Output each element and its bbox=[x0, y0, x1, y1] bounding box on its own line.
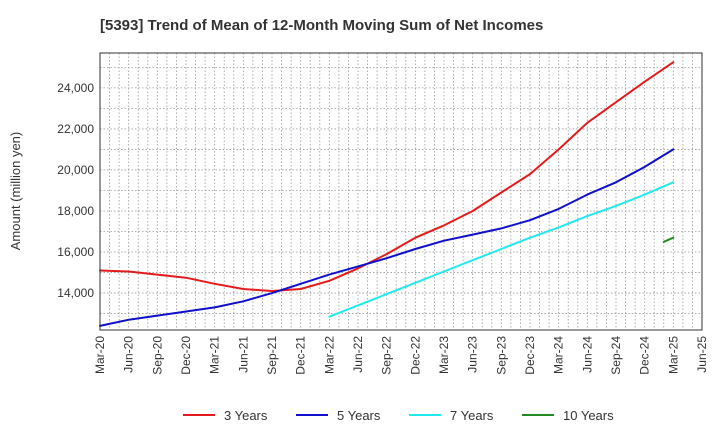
series-line-10-years bbox=[662, 236, 675, 243]
y-axis: 14,000 16,000 18,000 20,000 22,000 24,000 bbox=[57, 81, 94, 300]
legend-label-7-years: 7 Years bbox=[450, 408, 494, 423]
legend-label-10-years: 10 Years bbox=[563, 408, 614, 423]
x-tick-label: Dec-21 bbox=[294, 336, 308, 375]
x-tick-label: Jun-25 bbox=[695, 336, 709, 373]
y-tick-label: 14,000 bbox=[57, 286, 94, 300]
x-tick-label: Jun-22 bbox=[351, 336, 365, 373]
y-axis-label: Amount (million yen) bbox=[8, 132, 23, 251]
series-lines bbox=[99, 61, 675, 327]
x-tick-label: Jun-23 bbox=[466, 336, 480, 373]
grid bbox=[99, 53, 703, 330]
y-tick-label: 22,000 bbox=[57, 122, 94, 136]
x-tick-label: Mar-20 bbox=[93, 336, 107, 374]
legend-label-3-years: 3 Years bbox=[224, 408, 268, 423]
x-tick-label: Dec-23 bbox=[523, 336, 537, 375]
x-tick-label: Jun-24 bbox=[580, 336, 594, 373]
y-tick-label: 18,000 bbox=[57, 204, 94, 218]
chart-title: [5393] Trend of Mean of 12-Month Moving … bbox=[100, 17, 543, 34]
legend-label-5-years: 5 Years bbox=[337, 408, 381, 423]
x-tick-label: Mar-24 bbox=[552, 336, 566, 374]
x-tick-label: Jun-21 bbox=[236, 336, 250, 373]
x-axis: Mar-20 Jun-20 Sep-20 Dec-20 Mar-21 Jun-21 Sep-… bbox=[93, 336, 709, 375]
x-tick-label: Sep-24 bbox=[609, 336, 623, 375]
series-line-5-years bbox=[99, 148, 675, 327]
series-line-7-years bbox=[328, 181, 675, 318]
x-tick-label: Dec-22 bbox=[408, 336, 422, 375]
legend: 3 Years 5 Years 7 Years 10 Years bbox=[183, 408, 614, 423]
x-tick-label: Mar-21 bbox=[208, 336, 222, 374]
series-line-3-years bbox=[99, 61, 675, 292]
x-tick-label: Sep-22 bbox=[380, 336, 394, 375]
y-tick-label: 24,000 bbox=[57, 81, 94, 95]
x-tick-label: Mar-22 bbox=[322, 336, 336, 374]
x-tick-label: Sep-21 bbox=[265, 336, 279, 375]
x-tick-label: Mar-23 bbox=[437, 336, 451, 374]
plot-area bbox=[100, 53, 702, 330]
y-tick-label: 16,000 bbox=[57, 245, 94, 259]
y-tick-label: 20,000 bbox=[57, 163, 94, 177]
x-tick-label: Dec-20 bbox=[179, 336, 193, 375]
x-tick-label: Sep-23 bbox=[494, 336, 508, 375]
x-tick-label: Jun-20 bbox=[122, 336, 136, 373]
x-tick-label: Mar-25 bbox=[666, 336, 680, 374]
plot-border bbox=[99, 52, 703, 331]
x-tick-label: Sep-20 bbox=[150, 336, 164, 375]
x-tick-label: Dec-24 bbox=[638, 336, 652, 375]
